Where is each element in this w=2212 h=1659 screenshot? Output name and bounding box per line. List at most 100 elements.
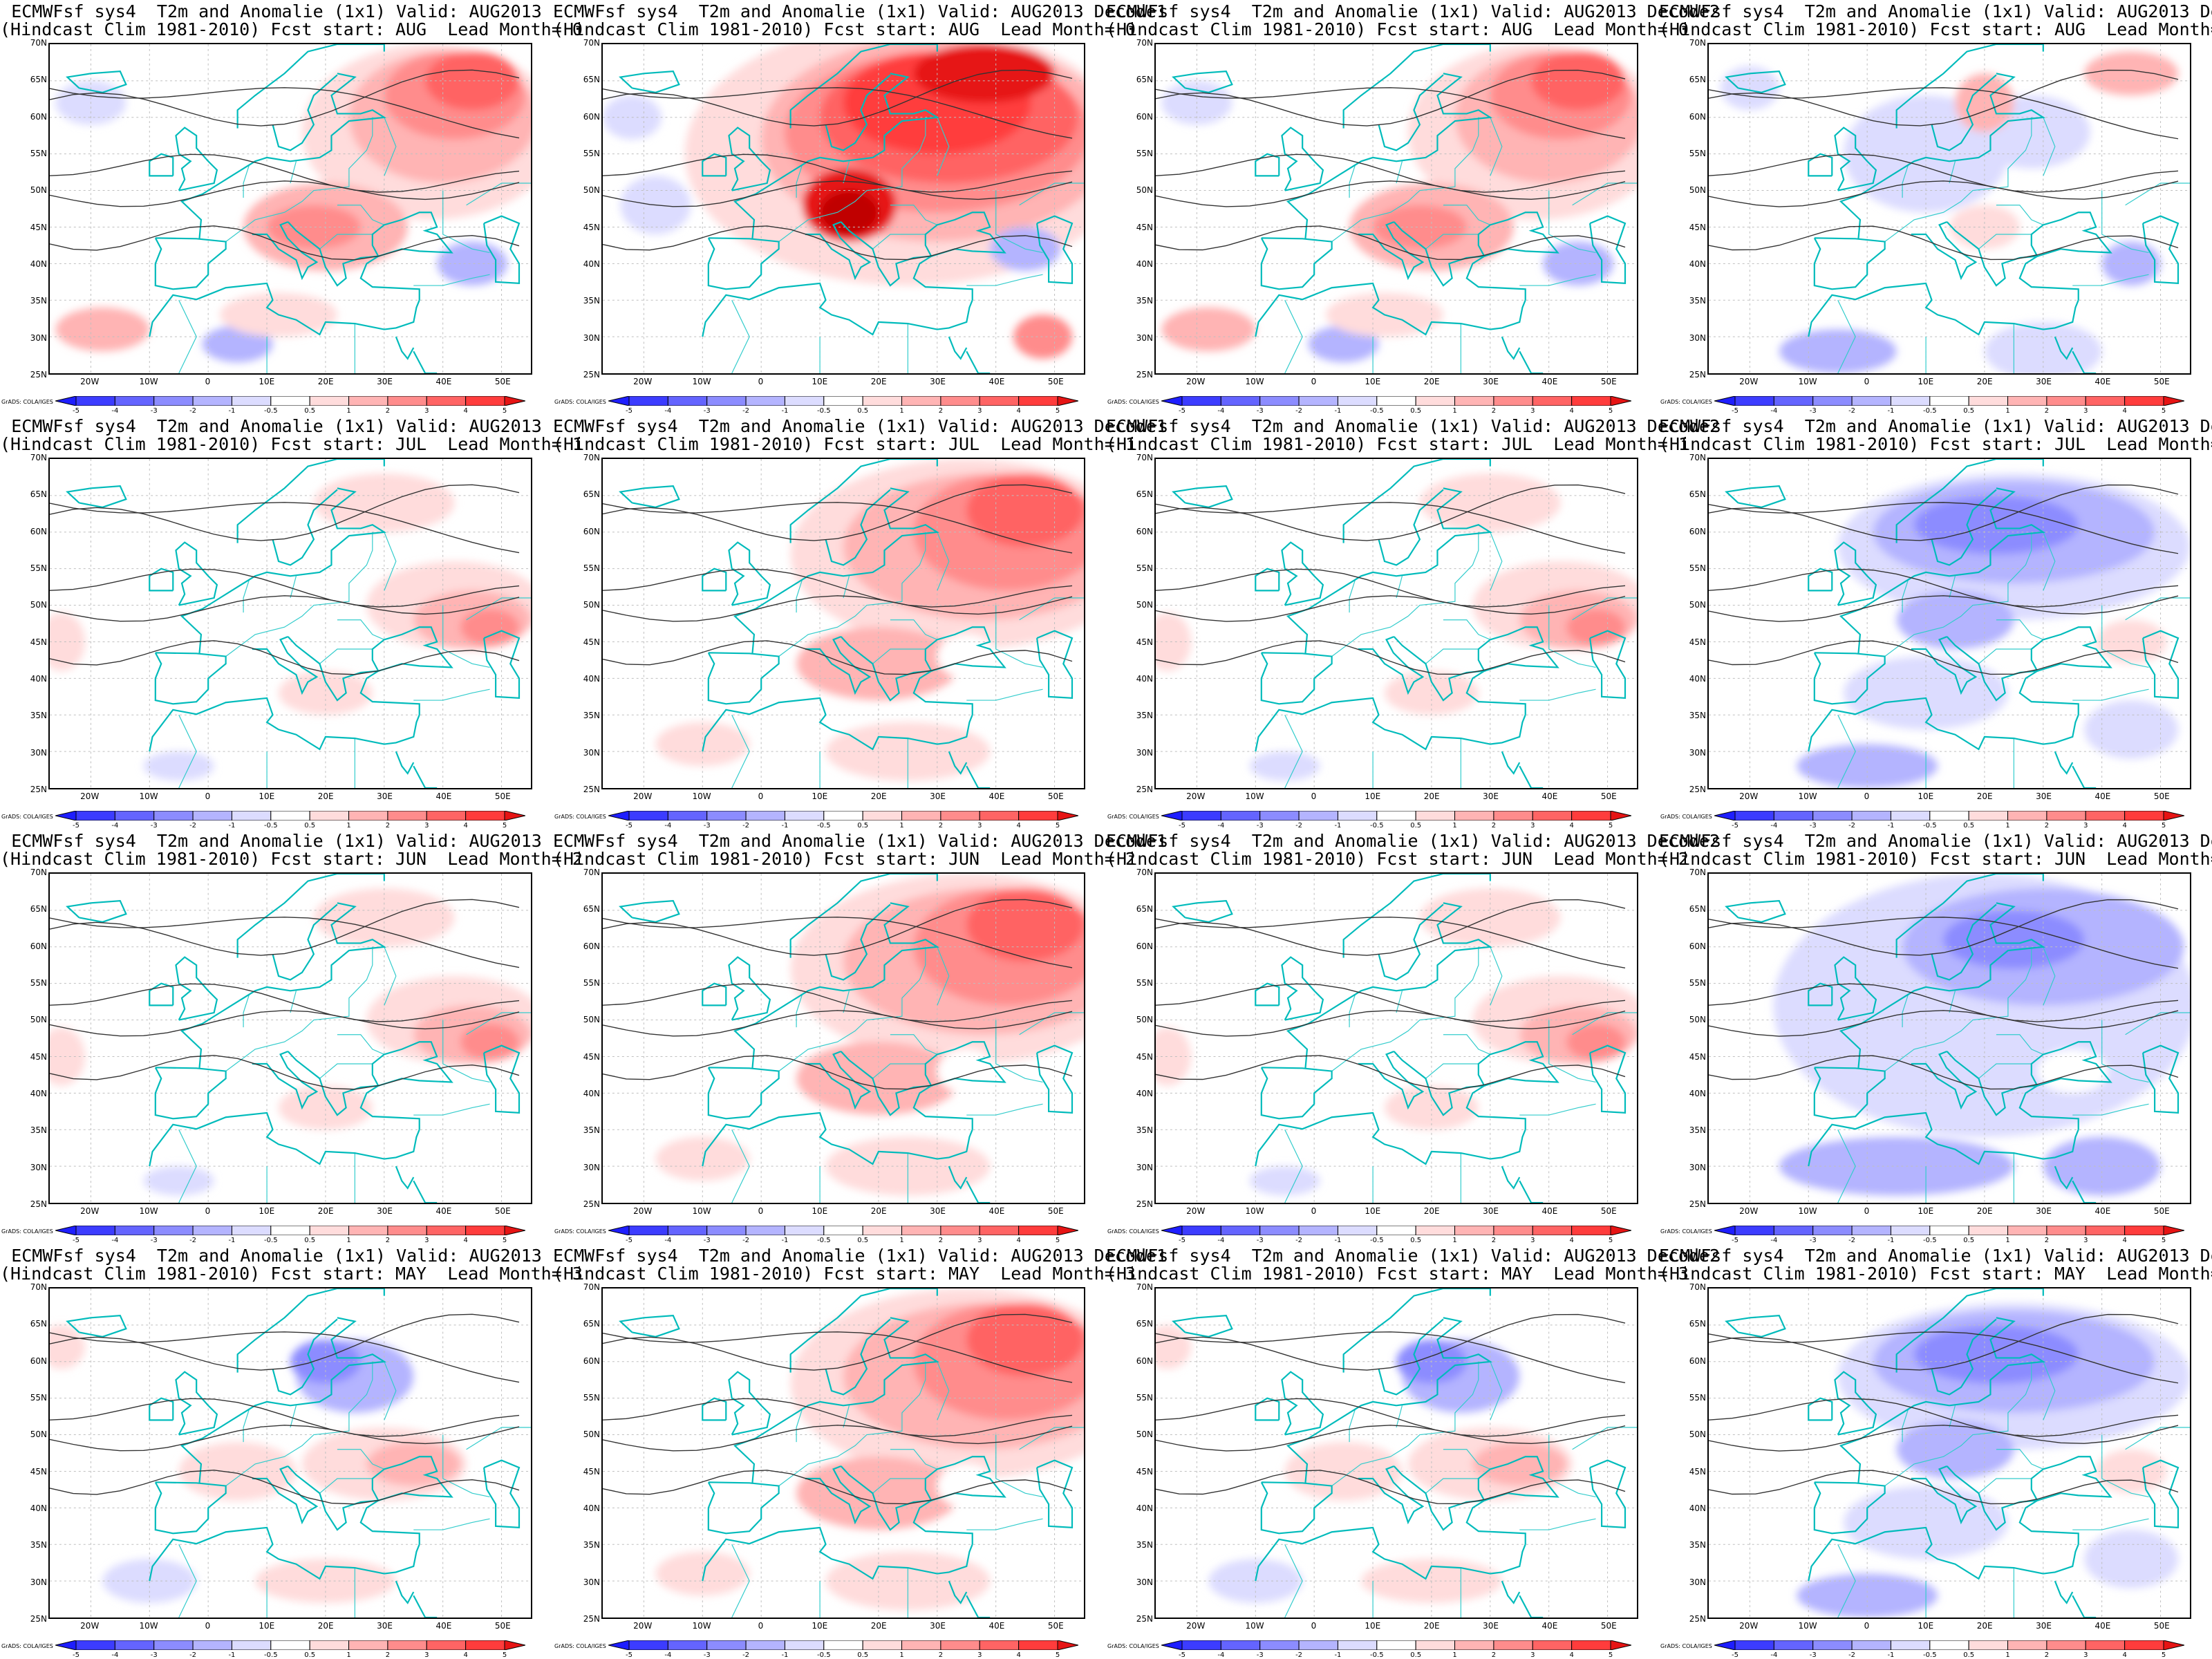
- coastline: [1255, 1526, 1526, 1582]
- coastline: [1255, 282, 1526, 337]
- colorbar-label: -2: [742, 822, 750, 830]
- lat-label: 50N: [30, 1015, 47, 1025]
- lat-label: 70N: [1689, 868, 1706, 877]
- border-line: [1331, 117, 1479, 243]
- colorbar-swatch: [1337, 811, 1378, 821]
- anomaly-field: [1709, 44, 2190, 373]
- isotherm: [1709, 153, 2179, 193]
- map-panel: ECMWFsf sys4 T2m and Anomalie (1x1) Vali…: [0, 1244, 583, 1659]
- colorbar-swatch: [706, 1226, 747, 1235]
- border-line: [290, 1405, 297, 1428]
- colorbar-swatch: [1890, 1226, 1931, 1235]
- lon-label: 40E: [435, 791, 452, 801]
- colorbar-label: -1: [228, 1237, 236, 1244]
- isotherm: [1156, 1331, 1626, 1384]
- colorbar-swatch: [1415, 396, 1456, 406]
- anomaly-blob: [1472, 1442, 1567, 1486]
- grads-credit: GrADS: COLA/IGES: [554, 1643, 606, 1649]
- colorbar-label: 3: [424, 407, 429, 415]
- coastline: [2142, 630, 2180, 700]
- anomaly-blob: [366, 1442, 461, 1486]
- border-line: [1978, 648, 2032, 664]
- colorbar-swatch: [1571, 396, 1611, 406]
- lat-label: 60N: [1136, 111, 1153, 122]
- lon-label: 40E: [988, 1621, 1005, 1631]
- lat-label: 65N: [583, 904, 600, 915]
- coastline: [966, 350, 991, 373]
- colorbar-swatch: [2007, 811, 2047, 821]
- lat-label: 40N: [1136, 1089, 1153, 1098]
- colorbar-swatch: [1929, 396, 1969, 406]
- border-line: [1425, 1063, 1479, 1079]
- colorbar-swatch: [1259, 1226, 1300, 1235]
- colorbar-label: 3: [1530, 407, 1535, 415]
- anomaly-blob: [1156, 1324, 1191, 1369]
- border-line: [290, 576, 297, 599]
- lon-label: 20W: [633, 1206, 653, 1216]
- anomaly-blob: [55, 307, 150, 352]
- colorbar-label: -1: [781, 1237, 789, 1244]
- lon-label: 20E: [1423, 1206, 1440, 1216]
- lat-label: 70N: [1689, 1282, 1706, 1292]
- border-line: [1284, 1129, 1303, 1203]
- colorbar-swatch: [1968, 396, 2009, 406]
- lat-label: 55N: [1136, 149, 1153, 158]
- colorbar-label: -1: [1334, 407, 1342, 415]
- colorbar-swatch: [1454, 811, 1494, 821]
- panel-subtitle: (Hindcast Clim 1981-2010) Fcst start: AU…: [0, 19, 583, 39]
- colorbar-swatch: [1181, 1226, 1221, 1235]
- coastline: [702, 1397, 727, 1421]
- colorbar-swatch: [1298, 811, 1338, 821]
- map-panel: ECMWFsf sys4 T2m and Anomalie (1x1) Vali…: [1106, 830, 1720, 1244]
- isotherm: [603, 1398, 1073, 1437]
- colorbar-swatch: [1734, 396, 1774, 406]
- lat-label: 45N: [30, 637, 47, 647]
- coastline: [272, 1318, 338, 1396]
- colorbar-label: -3: [150, 407, 158, 415]
- lat-label: 60N: [1689, 1356, 1706, 1366]
- colorbar-swatch: [979, 1226, 1020, 1235]
- colorbar-swatch: [1298, 1640, 1338, 1650]
- colorbar-label: 1: [1452, 1237, 1457, 1244]
- border-line: [1884, 117, 2032, 243]
- border-line: [1548, 1434, 1596, 1498]
- colorbar-swatch: [309, 1640, 350, 1650]
- colorbar-swatch: [1493, 396, 1533, 406]
- border-line: [1949, 161, 1956, 184]
- colorbar-label: -1: [1887, 822, 1895, 830]
- lon-label: 10W: [1798, 377, 1817, 386]
- colorbar-label: 1: [2005, 1237, 2010, 1244]
- coastline: [733, 73, 940, 239]
- coastline: [805, 1465, 872, 1525]
- colorbar: [1714, 1640, 2184, 1650]
- colorbar-label: 3: [977, 1651, 982, 1659]
- coastline: [236, 459, 385, 543]
- lon-label: 10W: [139, 1206, 158, 1216]
- colorbar-label: -5: [626, 822, 632, 830]
- coastline: [252, 636, 319, 695]
- coastline: [483, 1459, 521, 1529]
- colorbar-label: -3: [150, 822, 158, 830]
- lon-label: 50E: [494, 377, 511, 386]
- coastline: [1281, 541, 1324, 606]
- colorbar-swatch: [823, 1226, 863, 1235]
- colorbar-label: 2: [385, 822, 391, 830]
- coastline: [1519, 350, 1544, 373]
- isotherm: [603, 568, 1073, 608]
- border-line: [243, 1409, 250, 1443]
- lat-label: 60N: [583, 526, 600, 536]
- colorbar-swatch: [1415, 1640, 1456, 1650]
- coastline: [1808, 1112, 2079, 1167]
- border-line: [1284, 1544, 1303, 1618]
- colorbar-label: -2: [189, 1651, 197, 1659]
- colorbar-label: -2: [1848, 407, 1856, 415]
- anomaly-field: [1156, 1288, 1637, 1618]
- coastline: [1839, 73, 2046, 239]
- colorbar-label: -0.5: [1370, 407, 1384, 415]
- coastline: [619, 900, 680, 923]
- isotherm: [1709, 87, 2179, 140]
- colorbar-label: -5: [626, 1237, 632, 1244]
- isotherm: [1156, 640, 1626, 675]
- colorbar-label: -3: [1256, 407, 1264, 415]
- coastline: [2142, 1459, 2180, 1529]
